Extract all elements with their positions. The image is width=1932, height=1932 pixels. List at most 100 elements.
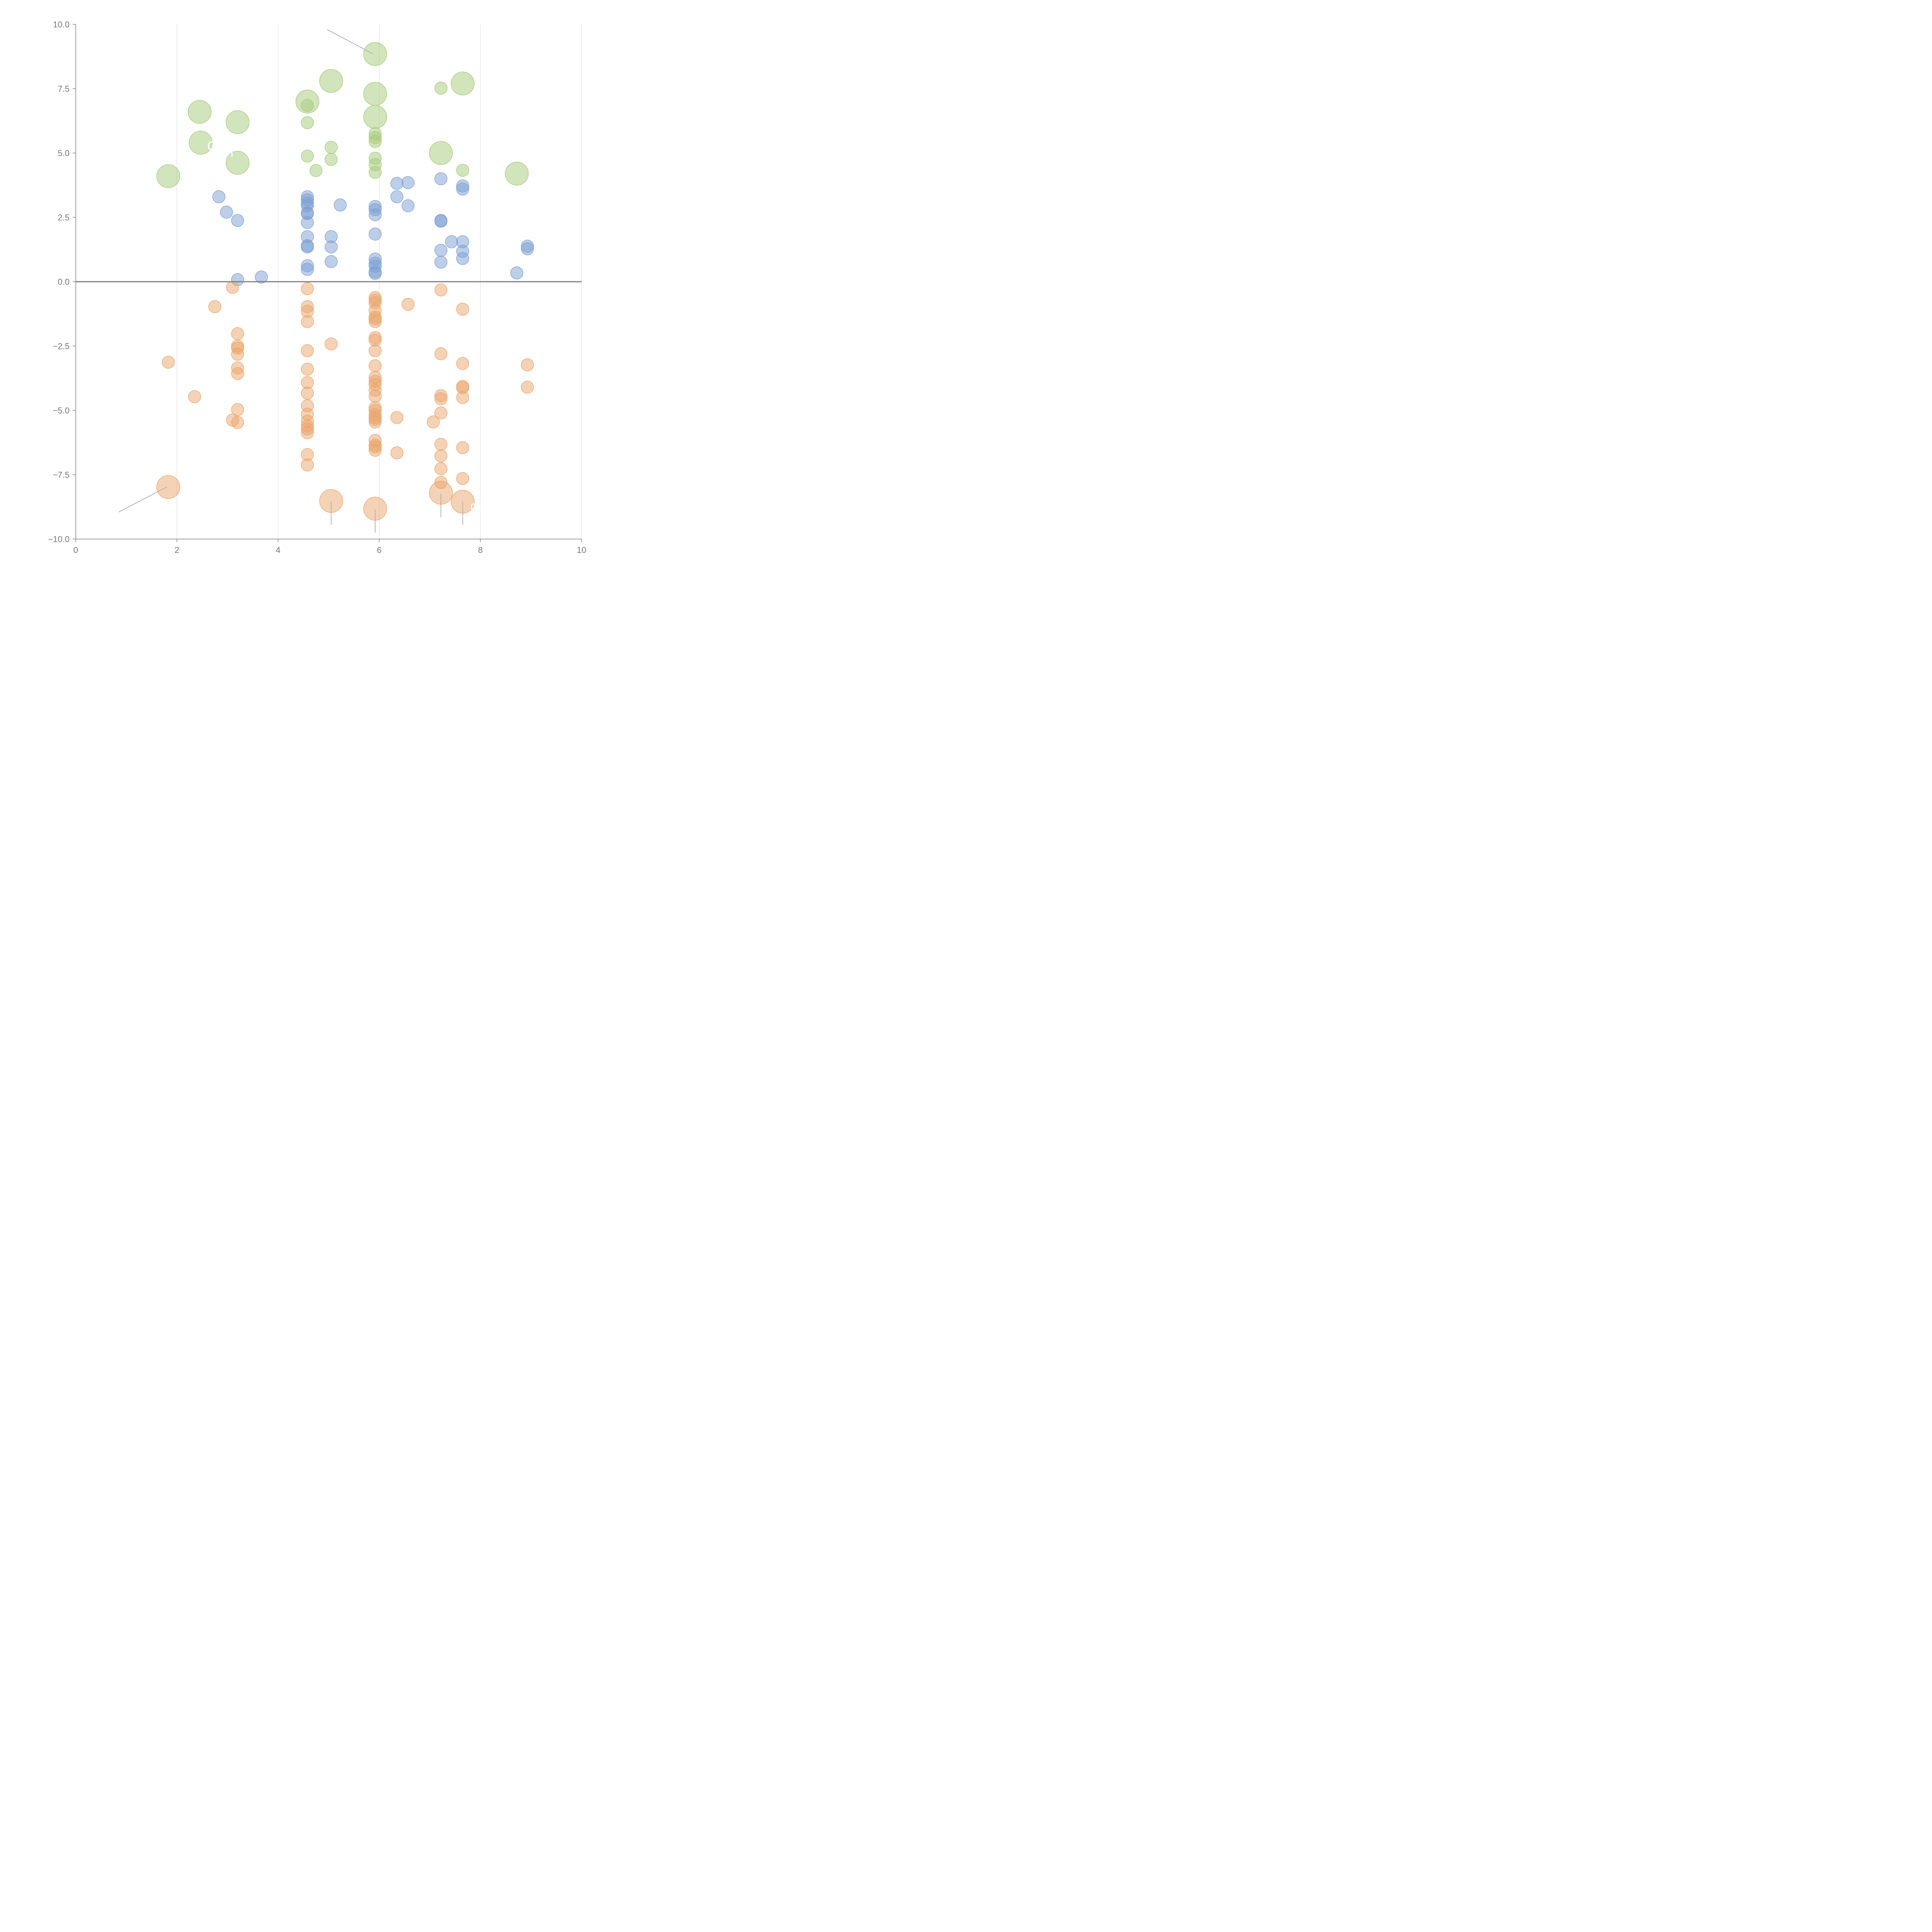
- green-bubble: [363, 82, 387, 106]
- blue-bubble: [401, 199, 415, 213]
- orange-bubble: [434, 392, 447, 405]
- green-bubble: [325, 141, 338, 154]
- orange-bubble: [301, 458, 314, 471]
- orange-bubble: [434, 347, 447, 361]
- green-bubble: [301, 150, 314, 163]
- blue-bubble: [390, 190, 403, 203]
- green-bubble: [156, 164, 180, 188]
- orange-bubble: [301, 315, 314, 328]
- annotation-label: O: [207, 139, 217, 153]
- orange-bubble: [369, 415, 382, 429]
- green-bubble: [301, 116, 314, 129]
- orange-bubble: [231, 348, 244, 361]
- blue-bubble: [521, 242, 534, 255]
- orange-bubble: [427, 415, 440, 429]
- green-bubble: [505, 162, 529, 186]
- green-bubble: [325, 153, 338, 166]
- orange-bubble: [162, 355, 175, 369]
- x-tick-label: 10: [577, 545, 586, 555]
- y-tick-label: 5.0: [58, 148, 70, 158]
- y-tick-label: 2.5: [58, 213, 70, 223]
- orange-bubble: [301, 344, 314, 357]
- blue-bubble: [434, 214, 447, 228]
- orange-bubble: [369, 315, 382, 328]
- orange-bubble: [325, 337, 338, 350]
- y-tick-label: 0.0: [58, 277, 70, 287]
- orange-bubble: [434, 283, 447, 297]
- blue-bubble: [456, 182, 469, 196]
- annotation-label: l: [231, 145, 234, 160]
- leader-line: [327, 29, 374, 54]
- blue-bubble: [390, 177, 403, 190]
- orange-bubble: [521, 358, 534, 371]
- green-bubble: [187, 100, 212, 124]
- orange-bubble: [369, 444, 382, 457]
- blue-bubble: [325, 255, 338, 268]
- orange-bubble: [456, 357, 469, 370]
- x-tick-label: 2: [175, 545, 179, 555]
- orange-bubble: [231, 327, 244, 340]
- blue-bubble: [212, 190, 226, 203]
- blue-bubble: [434, 243, 447, 257]
- orange-bubble: [226, 281, 239, 294]
- blue-bubble: [401, 176, 415, 189]
- orange-bubble: [301, 386, 314, 400]
- green-bubble: [301, 99, 314, 112]
- green-bubble: [363, 105, 387, 129]
- green-bubble: [456, 163, 469, 177]
- orange-bubble: [301, 282, 314, 295]
- blue-bubble: [434, 255, 447, 269]
- orange-bubble: [369, 359, 382, 372]
- blue-bubble: [333, 198, 347, 212]
- blue-bubble: [456, 252, 469, 265]
- orange-bubble: [434, 462, 447, 475]
- orange-bubble: [188, 390, 201, 403]
- blue-bubble: [301, 263, 314, 276]
- orange-bubble: [369, 344, 382, 357]
- leader-line: [118, 486, 167, 512]
- green-bubble: [310, 164, 323, 177]
- leader-lines: [118, 29, 463, 533]
- y-tick-label: −10.0: [48, 534, 70, 544]
- x-tick-label: 4: [276, 545, 280, 555]
- green-bubble: [429, 141, 453, 165]
- orange-bubble: [456, 303, 469, 316]
- orange-bubble: [156, 475, 180, 499]
- orange-bubble: [434, 406, 447, 420]
- orange-bubble: [434, 438, 447, 451]
- orange-bubble: [456, 472, 469, 485]
- green-bubble: [363, 42, 387, 66]
- orange-bubble: [390, 446, 403, 459]
- orange-bubble: [208, 300, 221, 313]
- blue-bubble: [220, 206, 233, 219]
- orange-bubble: [456, 391, 469, 404]
- y-tick-label: −5.0: [53, 406, 70, 415]
- blue-bubble: [369, 267, 382, 280]
- annotation-label: ce: [470, 499, 484, 514]
- data-points: [156, 42, 534, 521]
- x-tick-label: 6: [377, 545, 381, 555]
- green-bubble: [319, 69, 343, 93]
- blue-bubble: [369, 208, 382, 221]
- orange-bubble: [231, 403, 244, 416]
- y-tick-label: 10.0: [53, 20, 70, 29]
- blue-bubble: [510, 266, 524, 280]
- blue-bubble: [301, 216, 314, 229]
- blue-bubble: [231, 214, 244, 227]
- bubble-chart: 0 2 4 6 8 10 −10.0 −7.5 −5.0 −2.5 0.0 2.5 5.0 7.5 10.0…: [48, 20, 586, 555]
- orange-bubble: [456, 441, 469, 454]
- orange-bubble: [401, 298, 415, 311]
- blue-bubble: [301, 240, 314, 253]
- green-bubble: [226, 110, 250, 134]
- blue-bubble: [255, 270, 268, 284]
- blue-bubble: [445, 235, 458, 248]
- orange-bubble: [231, 367, 244, 380]
- blue-bubble: [434, 172, 447, 185]
- green-bubble: [369, 135, 382, 148]
- blue-bubble: [369, 228, 382, 241]
- y-tick-label: −2.5: [53, 342, 70, 351]
- orange-bubble: [369, 389, 382, 403]
- green-bubble: [226, 151, 250, 175]
- orange-bubble: [434, 449, 447, 463]
